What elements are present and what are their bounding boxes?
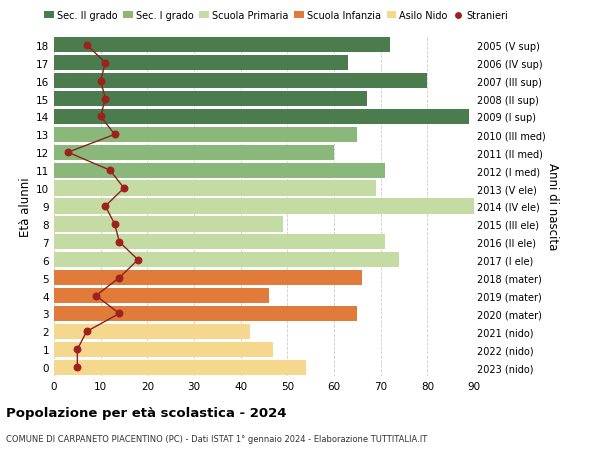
Bar	[54, 360, 306, 375]
Bar	[54, 146, 334, 161]
Bar	[54, 288, 269, 303]
Point	[96, 113, 106, 121]
Bar	[54, 56, 348, 71]
Point	[105, 167, 115, 174]
Bar	[54, 163, 385, 179]
Bar	[54, 74, 427, 89]
Bar	[54, 38, 390, 53]
Point	[110, 131, 119, 139]
Point	[115, 274, 124, 282]
Point	[82, 42, 91, 49]
Text: Popolazione per età scolastica - 2024: Popolazione per età scolastica - 2024	[6, 406, 287, 419]
Point	[101, 95, 110, 103]
Point	[96, 78, 106, 85]
Point	[101, 203, 110, 210]
Point	[73, 346, 82, 353]
Bar	[54, 110, 469, 125]
Point	[73, 364, 82, 371]
Point	[82, 328, 91, 336]
Point	[119, 185, 129, 192]
Bar	[54, 235, 385, 250]
Point	[115, 239, 124, 246]
Bar	[54, 199, 474, 214]
Y-axis label: Età alunni: Età alunni	[19, 177, 32, 236]
Point	[110, 221, 119, 228]
Bar	[54, 217, 283, 232]
Bar	[54, 181, 376, 196]
Text: COMUNE DI CARPANETO PIACENTINO (PC) - Dati ISTAT 1° gennaio 2024 - Elaborazione : COMUNE DI CARPANETO PIACENTINO (PC) - Da…	[6, 434, 427, 443]
Point	[133, 257, 143, 264]
Legend: Sec. II grado, Sec. I grado, Scuola Primaria, Scuola Infanzia, Asilo Nido, Stran: Sec. II grado, Sec. I grado, Scuola Prim…	[40, 7, 512, 25]
Bar	[54, 252, 400, 268]
Point	[91, 292, 101, 300]
Bar	[54, 306, 358, 321]
Bar	[54, 92, 367, 107]
Bar	[54, 342, 274, 357]
Point	[101, 60, 110, 67]
Bar	[54, 324, 250, 339]
Bar	[54, 270, 362, 285]
Point	[63, 149, 73, 157]
Bar	[54, 128, 358, 143]
Point	[115, 310, 124, 318]
Y-axis label: Anni di nascita: Anni di nascita	[547, 163, 559, 250]
